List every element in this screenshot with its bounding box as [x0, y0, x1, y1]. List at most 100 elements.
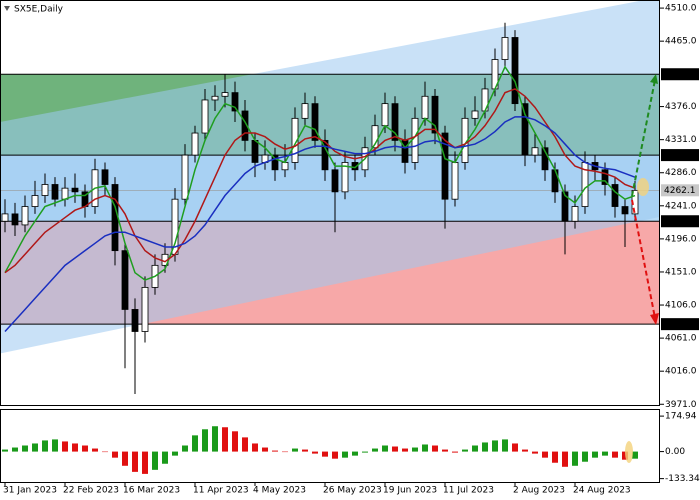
ao-bar: [192, 435, 198, 452]
ao-bar: [12, 447, 18, 452]
candle-body: [31, 195, 39, 207]
x-tick-label: 11 Apr 2023: [193, 486, 249, 496]
y-tick-label: 4286.0: [665, 168, 697, 178]
candle-body: [11, 213, 19, 226]
ao-bar: [2, 449, 8, 452]
ao-bar: [552, 451, 558, 463]
x-tick-label: 26 May 2023: [323, 486, 382, 496]
ao-bar: [32, 443, 38, 452]
x-tick-label: 4 May 2023: [253, 486, 306, 496]
ao-bar: [342, 451, 348, 458]
last-price-label: 4262.1: [664, 186, 696, 196]
ao-bar: [242, 437, 248, 452]
candle-body: [271, 154, 279, 171]
ao-bar: [502, 439, 508, 452]
ao-bar: [452, 451, 458, 453]
ao-bar: [632, 451, 638, 459]
ao-bar: [532, 451, 538, 454]
ao-bar: [542, 451, 548, 458]
candle-body: [191, 132, 199, 156]
ao-bar: [162, 451, 168, 464]
candle-body: [391, 103, 399, 141]
ao-bar: [122, 451, 128, 466]
ao-bar: [202, 429, 208, 452]
candle-body: [541, 147, 549, 171]
ao-bar: [562, 451, 568, 467]
ao-bar: [112, 451, 118, 458]
candle-body: [311, 103, 319, 141]
ao-bar: [52, 439, 58, 452]
ao-bar: [592, 451, 598, 458]
y-tick-label: 4196.0: [665, 234, 697, 244]
candle-body: [551, 169, 559, 193]
ao-bar: [612, 451, 618, 458]
ao-bar: [432, 445, 438, 452]
y-tick-label: 4465.0: [665, 37, 697, 47]
level-label: 4080.0: [664, 320, 696, 330]
y-tick-label: 174.94: [665, 412, 697, 422]
y-tick-label: 4331.0: [665, 135, 697, 145]
ao-bar: [302, 449, 308, 452]
down-arrow-head: [650, 313, 659, 325]
ao-bar: [142, 451, 148, 474]
ao-bar: [252, 443, 258, 452]
level-box: [661, 149, 699, 162]
candle-body: [431, 95, 439, 134]
ao-bar: [132, 451, 138, 472]
level-box: [661, 318, 699, 331]
candle-body: [251, 139, 259, 163]
level-label: 4220.0: [664, 217, 696, 227]
ao-bar: [272, 450, 278, 452]
price-frame: [0, 0, 660, 406]
candle-body: [501, 37, 509, 60]
candle-body: [181, 154, 189, 200]
candle-body: [531, 147, 539, 156]
candle-body: [381, 103, 389, 127]
ma-line: [4, 88, 636, 274]
candle-body: [621, 206, 629, 215]
ao-bar: [22, 445, 28, 452]
candle-body: [241, 110, 249, 141]
down-arrow: [631, 199, 656, 319]
candle-body: [601, 169, 609, 185]
ao-bar: [422, 444, 428, 452]
ao-bar: [152, 451, 158, 470]
highlight: [637, 178, 649, 196]
ao-bar: [362, 451, 368, 453]
candle-body: [291, 117, 299, 163]
ao-bar: [482, 442, 488, 452]
candle-body: [71, 187, 79, 193]
candle-body: [51, 184, 59, 200]
price-pane: [0, 0, 660, 394]
candle-body: [421, 95, 429, 119]
ao-bar: [292, 448, 298, 452]
ao-bar: [412, 447, 418, 452]
ma-line: [4, 116, 636, 333]
up-arrow-head: [650, 74, 658, 84]
ao-bar: [92, 448, 98, 452]
ao-bar: [62, 441, 68, 452]
y-tick-label: 4106.0: [665, 301, 697, 311]
candle-body: [61, 187, 69, 200]
y-tick-label: 4510.0: [665, 4, 697, 14]
candle-body: [561, 191, 569, 222]
y-tick-label: 4241.0: [665, 201, 697, 211]
candle-body: [351, 162, 359, 171]
candle-body: [201, 99, 209, 134]
y-tick-label: 4151.0: [665, 267, 697, 277]
ao-bar: [82, 445, 88, 452]
ao-bar: [602, 451, 608, 456]
x-tick-label: 24 Aug 2023: [573, 486, 631, 496]
x-tick-label: 22 Feb 2023: [63, 486, 119, 496]
ao-bar: [172, 451, 178, 456]
level-box: [661, 215, 699, 228]
ao-bar: [392, 446, 398, 452]
ao-bar: [262, 447, 268, 452]
candle-body: [281, 162, 289, 171]
y-tick-label: 0.00: [665, 447, 685, 457]
ao-bar: [442, 449, 448, 452]
candle-body: [451, 162, 459, 200]
x-tick-label: 31 Jan 2023: [3, 486, 57, 496]
last-price-box: [661, 184, 699, 197]
chart-title: SX5E,Daily: [14, 5, 64, 15]
